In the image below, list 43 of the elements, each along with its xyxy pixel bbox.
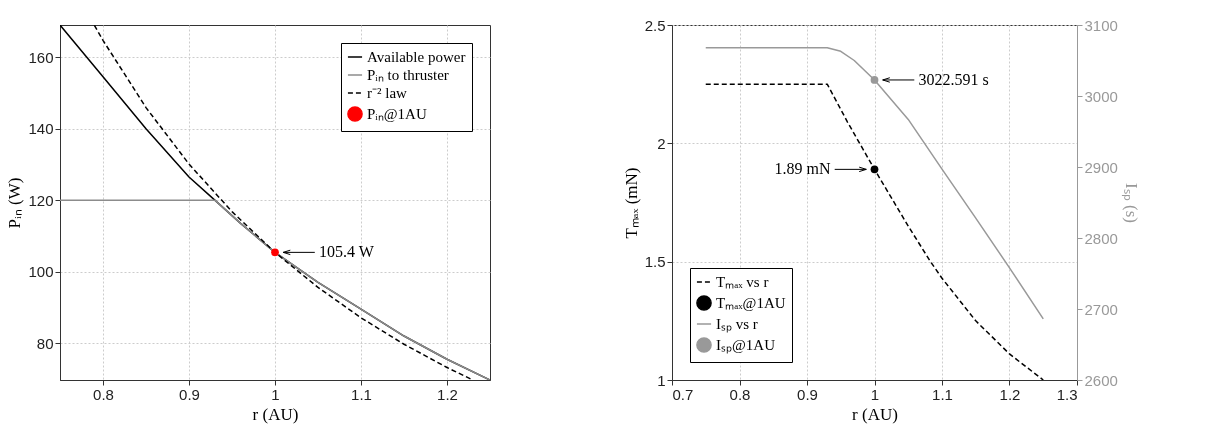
- legend-label: Iₛₚ@1AU: [716, 337, 776, 354]
- y2-tick-label: 2800: [1084, 229, 1118, 247]
- y2-tick-label: 3100: [1084, 16, 1118, 34]
- x-tick-label: 1.1: [351, 385, 372, 403]
- x-tick-label: 1.2: [437, 385, 458, 403]
- y2-tick-label: 2600: [1084, 371, 1118, 389]
- x-tick-label: 0.9: [797, 385, 818, 403]
- x-tick-label: 0.8: [93, 385, 114, 403]
- x-tick-label: 1: [870, 385, 880, 403]
- y2-tick-label: 2900: [1084, 158, 1118, 176]
- x-tick-label: 0.9: [179, 385, 200, 403]
- data-label: 1.89 mN: [774, 160, 831, 178]
- y-tick-label: 2.5: [644, 16, 666, 34]
- x-tick-label: 1.2: [999, 385, 1021, 403]
- legend-label: Pᵢₙ@1AU: [367, 106, 427, 122]
- legend-label: Iₛₚ vs r: [716, 316, 758, 333]
- y2-tick-label: 2700: [1084, 300, 1118, 318]
- legend-label: Pᵢₙ to thruster: [367, 67, 449, 83]
- y-axis-title: Tₘₐₓ (mN): [621, 167, 641, 239]
- x-axis-title: r (AU): [252, 404, 299, 424]
- y2-tick-label: 3000: [1084, 87, 1118, 105]
- data-label: 105.4 W: [319, 243, 375, 261]
- y-tick-label: 140: [28, 120, 54, 138]
- legend-label: Tₘₐₓ@1AU: [716, 295, 786, 311]
- x-tick-label: 1.1: [932, 385, 953, 403]
- x-tick-label: 1: [271, 385, 280, 403]
- legend-label: Tₘₐₓ vs r: [716, 274, 769, 290]
- y-tick-label: 120: [28, 191, 54, 209]
- x-tick-label: 0.8: [729, 385, 751, 403]
- y-tick-label: 1: [657, 371, 666, 389]
- y-axis-title: Pᵢₙ (W): [5, 177, 25, 229]
- x-tick-label: 0.7: [672, 385, 694, 403]
- x-tick-label: 1.3: [1056, 385, 1078, 403]
- data-label: 3022.591 s: [918, 70, 989, 88]
- y-tick-label: 2: [657, 134, 666, 152]
- y-tick-label: 160: [28, 48, 54, 66]
- y-tick-label: 100: [28, 263, 54, 281]
- legend-label: Available power: [367, 49, 466, 65]
- legend-label: r⁻² law: [367, 85, 408, 101]
- x-axis-title: r (AU): [852, 404, 898, 424]
- y-tick-label: 1.5: [644, 253, 666, 271]
- y-tick-label: 80: [36, 334, 54, 352]
- y2-axis-title: Iₛₚ (s): [1120, 183, 1141, 223]
